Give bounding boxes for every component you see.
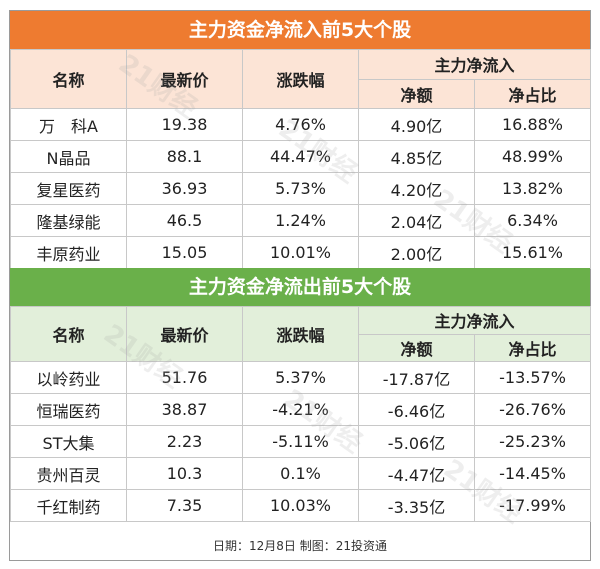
stock-change: 10.01% xyxy=(242,236,359,269)
header-name: 名称 xyxy=(10,49,127,109)
stock-name: 千红制药 xyxy=(10,489,127,522)
stock-ratio: -25.23% xyxy=(473,425,592,458)
outflow-table: 名称 最新价 涨跌幅 主力净流入 净额 净占比 以岭药业 51.76 5.37%… xyxy=(10,306,592,522)
stock-price: 15.05 xyxy=(126,236,243,269)
stock-net: -4.47亿 xyxy=(358,457,475,490)
header-price: 最新价 xyxy=(126,49,243,109)
stock-net: -17.87亿 xyxy=(358,361,475,394)
stock-flow-card: 主力资金净流入前5大个股 名称 最新价 涨跌幅 主力净流入 净额 净占比 万 科… xyxy=(9,10,592,561)
stock-change: 1.24% xyxy=(242,204,359,237)
stock-ratio: 15.61% xyxy=(473,236,592,269)
stock-ratio: 48.99% xyxy=(473,140,592,173)
stock-name: ST大集 xyxy=(10,425,127,458)
stock-net: 2.04亿 xyxy=(358,204,475,237)
stock-price: 7.35 xyxy=(126,489,243,522)
stock-name: 隆基绿能 xyxy=(10,204,127,237)
stock-net: -3.35亿 xyxy=(358,489,475,522)
stock-net: -6.46亿 xyxy=(358,393,475,426)
stock-ratio: -26.76% xyxy=(473,393,592,426)
stock-ratio: -17.99% xyxy=(473,489,592,522)
table-row: 隆基绿能 46.5 1.24% 2.04亿 6.34% xyxy=(10,204,592,237)
footer-credit: 日期：12月8日 制图：21投资通 xyxy=(213,539,387,553)
stock-name: N晶品 xyxy=(10,140,127,173)
stock-ratio: 13.82% xyxy=(473,172,592,205)
table-row: N晶品 88.1 44.47% 4.85亿 48.99% xyxy=(10,140,592,173)
outflow-title: 主力资金净流出前5大个股 xyxy=(10,268,590,306)
header-group: 主力净流入 xyxy=(357,49,592,80)
table-row: 千红制药 7.35 10.03% -3.35亿 -17.99% xyxy=(10,489,592,522)
header-ratio: 净占比 xyxy=(473,333,592,362)
stock-net: 4.20亿 xyxy=(358,172,475,205)
stock-price: 51.76 xyxy=(126,361,243,394)
header-change: 涨跌幅 xyxy=(242,306,359,362)
header-group: 主力净流入 xyxy=(357,306,592,335)
header-change: 涨跌幅 xyxy=(242,49,359,109)
stock-net: -5.06亿 xyxy=(358,425,475,458)
outflow-header-row: 名称 最新价 涨跌幅 主力净流入 xyxy=(10,306,592,362)
stock-change: -4.21% xyxy=(242,393,359,426)
table-row: 以岭药业 51.76 5.37% -17.87亿 -13.57% xyxy=(10,361,592,394)
stock-net: 2.00亿 xyxy=(358,236,475,269)
stock-ratio: 16.88% xyxy=(473,108,592,141)
stock-name: 恒瑞医药 xyxy=(10,393,127,426)
stock-name: 复星医药 xyxy=(10,172,127,205)
stock-ratio: -14.45% xyxy=(473,457,592,490)
table-row: 贵州百灵 10.3 0.1% -4.47亿 -14.45% xyxy=(10,457,592,490)
stock-change: 10.03% xyxy=(242,489,359,522)
stock-price: 46.5 xyxy=(126,204,243,237)
stock-change: 0.1% xyxy=(242,457,359,490)
stock-name: 以岭药业 xyxy=(10,361,127,394)
stock-price: 36.93 xyxy=(126,172,243,205)
header-price: 最新价 xyxy=(126,306,243,362)
inflow-title: 主力资金净流入前5大个股 xyxy=(10,11,590,49)
stock-name: 贵州百灵 xyxy=(10,457,127,490)
stock-ratio: 6.34% xyxy=(473,204,592,237)
header-net: 净额 xyxy=(358,78,475,109)
stock-net: 4.90亿 xyxy=(358,108,475,141)
table-row: 万 科A 19.38 4.76% 4.90亿 16.88% xyxy=(10,108,592,141)
header-net: 净额 xyxy=(358,333,475,362)
table-row: 丰原药业 15.05 10.01% 2.00亿 15.61% xyxy=(10,236,592,269)
stock-name: 丰原药业 xyxy=(10,236,127,269)
stock-price: 19.38 xyxy=(126,108,243,141)
stock-price: 38.87 xyxy=(126,393,243,426)
header-ratio: 净占比 xyxy=(473,78,592,109)
stock-net: 4.85亿 xyxy=(358,140,475,173)
stock-change: -5.11% xyxy=(242,425,359,458)
stock-name: 万 科A xyxy=(10,108,127,141)
table-row: 恒瑞医药 38.87 -4.21% -6.46亿 -26.76% xyxy=(10,393,592,426)
inflow-header-row: 名称 最新价 涨跌幅 主力净流入 xyxy=(10,49,592,109)
stock-change: 5.37% xyxy=(242,361,359,394)
stock-change: 44.47% xyxy=(242,140,359,173)
stock-change: 4.76% xyxy=(242,108,359,141)
header-name: 名称 xyxy=(10,306,127,362)
table-row: 复星医药 36.93 5.73% 4.20亿 13.82% xyxy=(10,172,592,205)
stock-price: 88.1 xyxy=(126,140,243,173)
stock-price: 2.23 xyxy=(126,425,243,458)
table-row: ST大集 2.23 -5.11% -5.06亿 -25.23% xyxy=(10,425,592,458)
inflow-table: 名称 最新价 涨跌幅 主力净流入 净额 净占比 万 科A 19.38 4.76%… xyxy=(10,49,592,269)
stock-price: 10.3 xyxy=(126,457,243,490)
stock-change: 5.73% xyxy=(242,172,359,205)
stock-ratio: -13.57% xyxy=(473,361,592,394)
